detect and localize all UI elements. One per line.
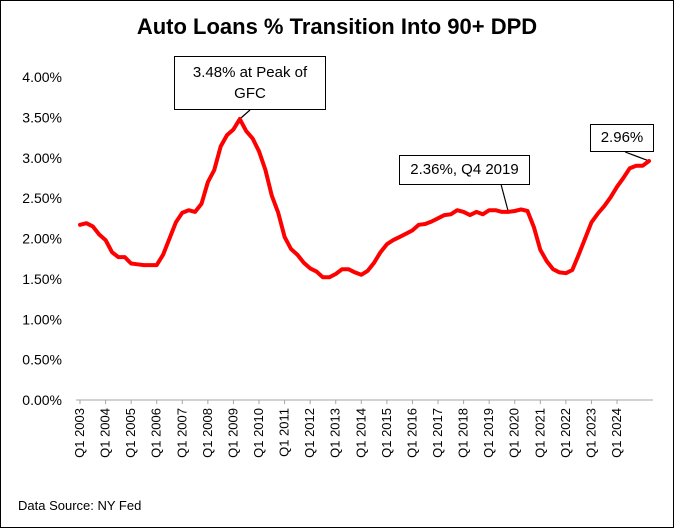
- y-tick-label: 0.50%: [22, 352, 62, 368]
- x-tick-label: Q1 2014: [353, 408, 368, 458]
- callout-leader-line: [624, 151, 650, 162]
- series-line: [78, 117, 651, 280]
- x-tick-label: Q1 2005: [123, 408, 138, 458]
- x-tick-label: Q1 2009: [225, 408, 240, 458]
- x-tick-label: Q1 2017: [430, 408, 445, 458]
- y-tick-label: 1.50%: [22, 271, 62, 287]
- y-tick-label: 3.00%: [22, 150, 62, 166]
- x-axis-tick-labels: Q1 2003 Q1 2004 Q1 2005 Q1 2006 Q1 2007 Q1 20…: [72, 400, 624, 458]
- x-tick-label: Q1 2004: [98, 408, 113, 458]
- data-source-note: Data Source: NY Fed: [18, 498, 142, 513]
- y-axis-tick-labels: 0.00% 0.50% 1.00% 1.50% 2.00% 2.50% 3.00% 3.50%…: [22, 69, 62, 408]
- x-tick-label: Q1 2008: [200, 408, 215, 458]
- x-tick-label: Q1 2012: [302, 408, 317, 458]
- x-tick-label: Q1 2013: [328, 408, 343, 458]
- callout-leader-line: [500, 184, 509, 213]
- x-tick-label: Q1 2007: [174, 408, 189, 458]
- x-tick-label: Q1 2006: [149, 408, 164, 458]
- callout-q4-2019: 2.36%, Q4 2019: [399, 155, 530, 185]
- chart-title: Auto Loans % Transition Into 90+ DPD: [136, 14, 538, 39]
- x-tick-label: Q1 2022: [558, 408, 573, 458]
- x-tick-label: Q1 2024: [609, 408, 624, 458]
- callout-leader-line: [239, 109, 251, 120]
- x-tick-label: Q1 2023: [583, 408, 598, 458]
- x-tick-label: Q1 2021: [532, 408, 547, 458]
- y-tick-label: 1.00%: [22, 311, 62, 327]
- x-tick-label: Q1 2019: [481, 408, 496, 458]
- x-tick-label: Q1 2016: [404, 408, 419, 458]
- x-tick-label: Q1 2010: [251, 408, 266, 458]
- callout-peak-gfc: 3.48% at Peak of GFC: [174, 56, 326, 110]
- x-tick-label: Q1 2018: [456, 408, 471, 458]
- x-tick-label: Q1 2003: [72, 408, 87, 458]
- x-tick-label: Q1 2015: [379, 408, 394, 458]
- x-tick-label: Q1 2020: [507, 408, 522, 458]
- y-tick-label: 3.50%: [22, 109, 62, 125]
- y-tick-label: 2.50%: [22, 190, 62, 206]
- callout-latest: 2.96%: [590, 124, 654, 152]
- x-tick-label: Q1 2011: [277, 408, 292, 457]
- y-tick-label: 2.00%: [22, 231, 62, 247]
- callout-leader-lines: [239, 109, 650, 213]
- y-tick-label: 4.00%: [22, 69, 62, 85]
- y-tick-label: 0.00%: [22, 392, 62, 408]
